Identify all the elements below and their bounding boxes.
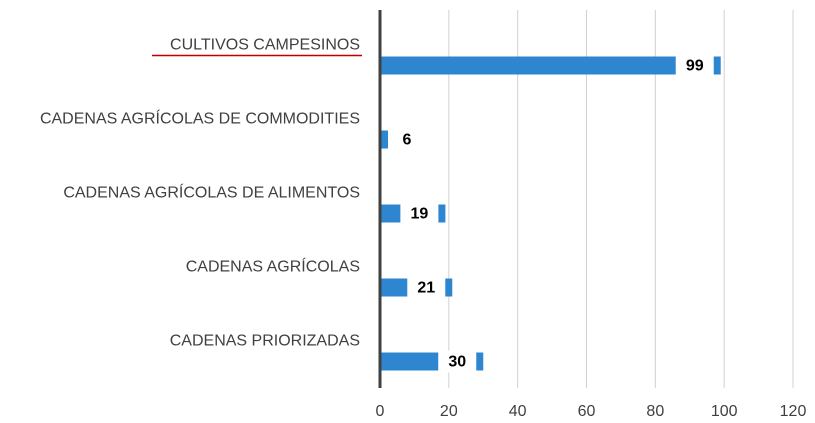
category-label: CADENAS AGRÍCOLAS	[186, 257, 360, 276]
value-label: 6	[403, 132, 412, 149]
x-tick-label: 100	[711, 403, 738, 420]
value-label-bg	[675, 54, 714, 77]
x-tick-label: 60	[578, 403, 596, 420]
category-label: CULTIVOS CAMPESINOS	[170, 37, 360, 54]
x-tick-label: 20	[440, 403, 458, 420]
value-label-bg	[407, 276, 446, 299]
category-label: CADENAS AGRÍCOLAS DE COMMODITIES	[40, 109, 360, 128]
value-label: 19	[410, 206, 428, 223]
x-tick-label: 120	[780, 403, 807, 420]
x-tick-label: 40	[509, 403, 527, 420]
value-label: 21	[417, 280, 435, 297]
value-label-bg	[388, 128, 426, 151]
value-label: 99	[686, 58, 704, 75]
x-tick-label: 80	[646, 403, 664, 420]
bar	[380, 56, 721, 75]
x-tick-label: 0	[376, 403, 385, 420]
category-label: CADENAS PRIORIZADAS	[170, 333, 360, 350]
value-label: 30	[448, 354, 466, 371]
value-label-bg	[438, 350, 477, 373]
category-label: CADENAS AGRÍCOLAS DE ALIMENTOS	[63, 183, 360, 202]
value-label-bg	[400, 202, 439, 225]
